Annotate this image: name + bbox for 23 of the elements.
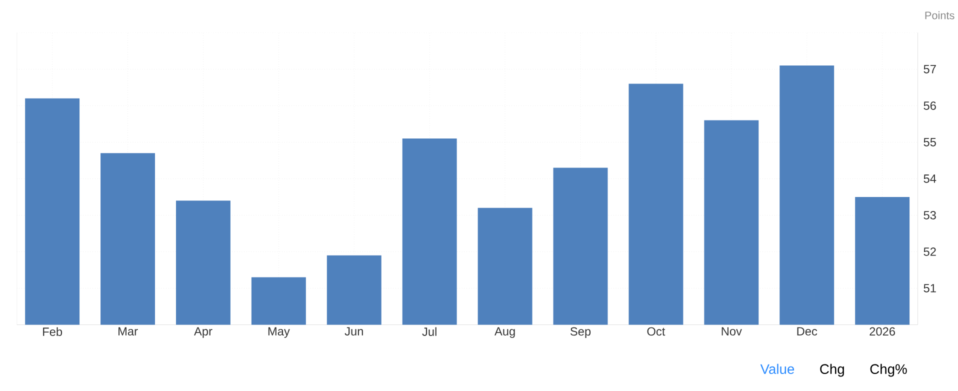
x-tick-label: 2026 bbox=[870, 327, 896, 336]
x-tick-label: Apr bbox=[194, 327, 212, 338]
y-tick-label: 51 bbox=[924, 284, 936, 292]
y-tick-label: 52 bbox=[924, 247, 936, 256]
x-tick-label: Sep bbox=[570, 327, 591, 338]
x-tick-label: Jun bbox=[344, 327, 363, 336]
x-tick-label: Feb bbox=[43, 327, 62, 336]
x-tick-label: Oct bbox=[647, 327, 666, 336]
x-tick-label: Mar bbox=[118, 327, 138, 336]
y-tick-label: 54 bbox=[924, 174, 936, 183]
x-tick-label: May bbox=[268, 327, 290, 338]
text: Value bbox=[760, 364, 794, 374]
y-axis-title: Points bbox=[925, 11, 954, 20]
y-tick-label: 56 bbox=[924, 101, 936, 110]
text: Chg% bbox=[870, 364, 907, 377]
y-tick-label: 53 bbox=[924, 210, 936, 220]
x-tick-label: Nov bbox=[722, 327, 742, 336]
x-tick-label: Dec bbox=[797, 327, 818, 336]
x-tick-label: Jul bbox=[422, 327, 436, 336]
text: Chg bbox=[820, 364, 844, 377]
y-tick-label: 55 bbox=[924, 138, 936, 146]
x-tick-label: Aug bbox=[494, 327, 515, 338]
y-tick-label: 57 bbox=[924, 65, 936, 74]
